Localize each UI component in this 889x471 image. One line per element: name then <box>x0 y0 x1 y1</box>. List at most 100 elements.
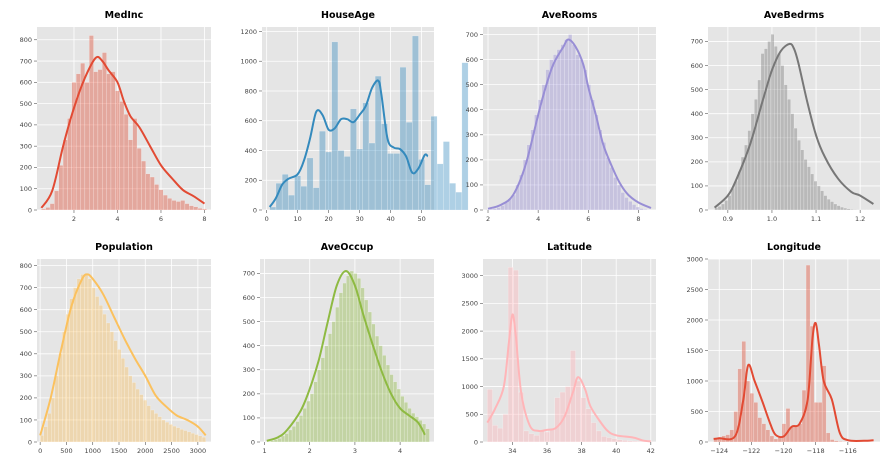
y-tick-label: 500 <box>691 408 703 416</box>
histogram-bar <box>54 375 59 443</box>
x-tick-label: 3 <box>353 447 357 455</box>
y-tick-label: 600 <box>243 294 255 302</box>
histogram-bar <box>767 41 772 211</box>
histogram-bar <box>80 274 85 443</box>
subplot-title: Longitude <box>767 242 821 253</box>
histogram-bar <box>124 366 129 443</box>
histogram-bar <box>737 368 742 443</box>
histogram-bar <box>496 207 501 211</box>
histogram-bar <box>39 435 45 443</box>
histogram-bar <box>389 374 394 443</box>
x-tick-label: 2 <box>72 215 76 223</box>
y-tick-label: 300 <box>20 142 32 150</box>
histogram-bar <box>158 189 164 211</box>
x-tick-label: 38 <box>577 447 585 455</box>
histogram-bar <box>106 73 112 211</box>
histogram-bar <box>50 397 56 443</box>
x-tick-label: 34 <box>508 447 516 455</box>
x-tick-label: 1 <box>262 447 266 455</box>
x-tick-label: 2000 <box>137 447 154 455</box>
histogram-bar <box>807 166 811 211</box>
histogram-bar <box>343 156 351 211</box>
y-tick-label: 100 <box>243 414 255 422</box>
histogram-bar <box>545 69 550 211</box>
histogram-bar <box>141 160 146 211</box>
histogram-bar <box>609 167 614 211</box>
histogram-bar <box>624 197 629 211</box>
y-tick-label: 200 <box>243 390 255 398</box>
histogram-bar <box>793 127 798 211</box>
histogram-bar <box>485 209 490 211</box>
histogram-bar <box>575 380 581 443</box>
y-tick-label: 600 <box>245 117 257 125</box>
y-tick-label: 0 <box>699 206 703 214</box>
histogram-bar <box>331 321 336 443</box>
histogram-bar <box>184 203 190 211</box>
histogram-bar <box>596 430 602 443</box>
histogram-bar <box>84 82 90 211</box>
histogram-bar <box>67 118 72 211</box>
histogram-bar <box>639 208 644 211</box>
histogram-bar <box>281 174 289 211</box>
y-tick-label: 2000 <box>686 316 703 324</box>
histogram-bar <box>749 393 755 443</box>
histogram-bar <box>393 381 398 443</box>
histogram-bar <box>189 205 194 211</box>
histogram-bar <box>167 198 173 211</box>
histogram-bar <box>781 423 787 443</box>
histogram-bar <box>500 205 505 211</box>
histogram-bar <box>461 62 469 211</box>
histogram-bar <box>833 440 839 443</box>
y-tick-label: 2000 <box>461 327 478 335</box>
histogram-bar <box>331 41 339 211</box>
y-tick-label: 2500 <box>461 300 478 308</box>
histogram-bar <box>180 200 186 211</box>
x-tick-label: 2 <box>308 447 312 455</box>
histogram-bar <box>183 430 188 443</box>
histogram-bar <box>753 402 759 443</box>
y-tick-label: 1500 <box>461 355 478 363</box>
histogram-bar <box>632 440 639 443</box>
histogram-bar <box>396 388 401 443</box>
subplot-latitude: 0 500 1000 1500 2000 2500 3000 34 36 38 40 42 Latitu… <box>461 242 656 455</box>
x-tick-label: 4 <box>398 447 402 455</box>
histogram-bar <box>497 427 504 443</box>
histogram-bar <box>838 441 843 443</box>
histogram-bar <box>337 150 345 211</box>
y-tick-label: 800 <box>245 87 257 95</box>
histogram-bar <box>803 159 808 211</box>
histogram-bar <box>197 208 203 211</box>
y-tick-label: 500 <box>243 318 255 326</box>
histogram-bar <box>757 417 763 443</box>
y-tick-label: 2500 <box>686 286 703 294</box>
x-tick-label: 2 <box>486 215 490 223</box>
histogram-bar <box>149 176 155 211</box>
histogram-bar <box>193 206 199 211</box>
histogram-bar <box>328 333 333 443</box>
histogram-bar <box>556 49 561 211</box>
histogram-bar <box>73 287 78 443</box>
kde-line <box>486 313 651 443</box>
subplot-title: MedInc <box>105 10 144 21</box>
y-tick-label: 300 <box>466 131 478 139</box>
histogram-bar <box>154 413 159 443</box>
histogram-bar <box>119 101 125 211</box>
y-tick-label: 200 <box>20 164 32 172</box>
histogram-bar <box>594 114 599 211</box>
x-tick-label: 0.9 <box>723 215 733 223</box>
histogram-bar <box>810 173 815 211</box>
kde-line <box>266 270 426 442</box>
histogram-bar <box>175 201 181 211</box>
histogram-bar <box>613 177 618 211</box>
histogram-bar <box>135 388 140 443</box>
histogram-bar <box>553 54 558 211</box>
histogram-bar <box>136 148 142 211</box>
histogram-bar <box>176 427 181 443</box>
histogram-bar <box>627 440 633 443</box>
histogram-bar <box>58 165 64 211</box>
kde-line <box>268 79 429 208</box>
histogram-bar <box>449 183 456 211</box>
histogram-bar <box>780 65 785 211</box>
y-tick-label: 800 <box>20 36 32 44</box>
histogram-bar <box>309 393 314 443</box>
